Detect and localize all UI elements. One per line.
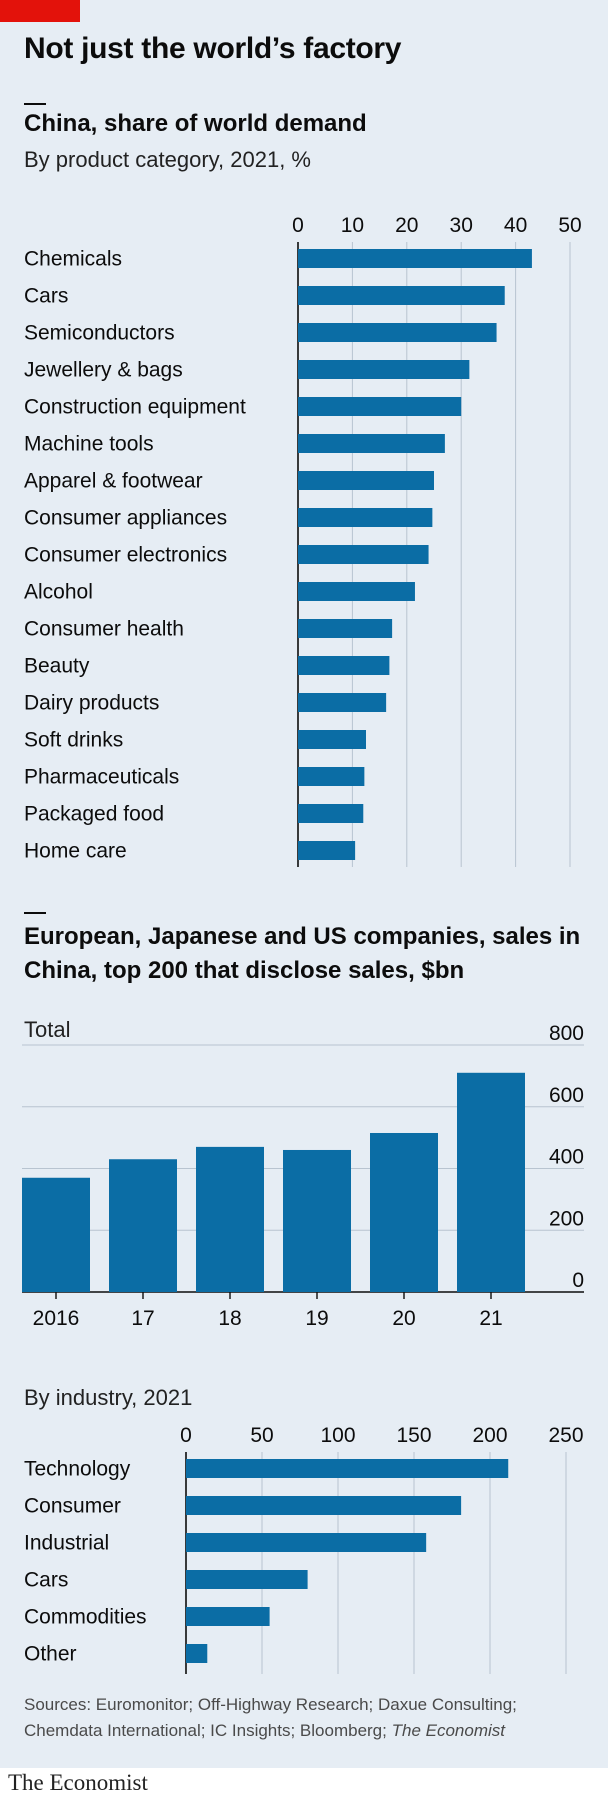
category-label: Beauty [24, 655, 90, 678]
x-tick-label: 100 [320, 1424, 355, 1447]
sources-italic: The Economist [391, 1721, 505, 1740]
economist-logo: The Economist [8, 1770, 148, 1795]
bar [298, 804, 364, 823]
category-label: Semiconductors [24, 322, 175, 345]
category-label: Home care [24, 840, 127, 863]
section-rule-2 [24, 912, 46, 914]
category-label: Consumer appliances [24, 507, 227, 530]
section-rule-1 [24, 103, 46, 105]
bar [370, 1132, 438, 1292]
category-label: Construction equipment [24, 396, 246, 419]
total-sales-chart: 0 200 400 600 800 2016 17 18 19 20 21 [22, 1022, 584, 1330]
sales-by-industry-chart: 0 50 100 150 200 250 Technology Consumer Industr… [24, 1424, 584, 1674]
category-label: Industrial [24, 1532, 109, 1555]
x-tick-label: 0 [292, 214, 304, 237]
x-tick-label: 17 [131, 1307, 154, 1330]
category-label: Packaged food [24, 803, 164, 826]
bar [298, 249, 532, 268]
category-label: Commodities [24, 1606, 147, 1629]
bar [298, 619, 393, 638]
category-label: Other [24, 1643, 77, 1666]
chart1-title: China, share of world demand [24, 110, 367, 137]
y-tick-label: 200 [549, 1207, 584, 1230]
x-tick-label: 18 [218, 1307, 241, 1330]
y-tick-label: 800 [549, 1022, 584, 1045]
bar [298, 693, 387, 712]
category-label: Consumer electronics [24, 544, 227, 567]
bar [298, 656, 390, 675]
category-label: Jewellery & bags [24, 359, 183, 382]
bar [298, 471, 434, 490]
y-tick-label: 600 [549, 1084, 584, 1107]
bar [298, 767, 365, 786]
category-label: Machine tools [24, 433, 154, 456]
bar [186, 1607, 270, 1626]
bar [196, 1146, 264, 1292]
bar [298, 582, 415, 601]
bar [298, 397, 462, 416]
chart3-subtitle: By industry, 2021 [24, 1385, 193, 1410]
y-tick-label: 400 [549, 1146, 584, 1169]
x-tick-label: 30 [450, 214, 473, 237]
bar [298, 323, 497, 342]
x-tick-label: 250 [548, 1424, 583, 1447]
bar [186, 1533, 427, 1552]
category-label: Apparel & footwear [24, 470, 203, 493]
category-label: Pharmaceuticals [24, 766, 179, 789]
x-tick-label: 2016 [33, 1307, 80, 1330]
chart-title: Not just the world’s factory [24, 32, 402, 65]
bar [186, 1644, 208, 1663]
x-tick-label: 50 [250, 1424, 273, 1447]
bar [298, 508, 433, 527]
chart2-subtitle: Total [24, 1017, 71, 1042]
x-tick-label: 19 [305, 1307, 328, 1330]
x-tick-label: 0 [180, 1424, 192, 1447]
sources-note: Sources: Euromonitor; Off-Highway Resear… [24, 1692, 594, 1744]
x-tick-label: 20 [392, 1307, 415, 1330]
y-tick-label: 0 [572, 1269, 584, 1292]
x-tick-label: 21 [479, 1307, 502, 1330]
x-tick-label: 10 [341, 214, 364, 237]
category-label: Cars [24, 285, 68, 308]
bar [109, 1159, 177, 1292]
bar [186, 1496, 462, 1515]
category-label: Soft drinks [24, 729, 123, 752]
bar [298, 434, 445, 453]
bar [298, 730, 366, 749]
sources-text: Sources: Euromonitor; Off-Highway Resear… [24, 1695, 517, 1740]
category-label: Cars [24, 1569, 68, 1592]
category-label: Dairy products [24, 692, 159, 715]
category-label: Chemicals [24, 248, 122, 271]
category-label: Technology [24, 1458, 131, 1481]
bar [298, 286, 505, 305]
bar [298, 545, 429, 564]
chart2-title: European, Japanese and US companies, sal… [24, 923, 581, 984]
red-accent-tag [0, 0, 80, 22]
x-tick-label: 40 [504, 214, 527, 237]
bar [298, 360, 470, 379]
x-tick-label: 150 [396, 1424, 431, 1447]
bar [186, 1459, 509, 1478]
x-tick-label: 200 [472, 1424, 507, 1447]
bar [283, 1149, 351, 1292]
bar [457, 1072, 525, 1292]
x-tick-label: 50 [558, 214, 581, 237]
category-label: Alcohol [24, 581, 93, 604]
category-label: Consumer [24, 1495, 121, 1518]
chart1-subtitle: By product category, 2021, % [24, 147, 311, 172]
bar [22, 1177, 90, 1292]
share-of-world-demand-chart: 0 10 20 30 40 50 Chemicals Cars Semiconductors Je… [24, 214, 582, 867]
bar [298, 841, 356, 860]
category-label: Consumer health [24, 618, 184, 641]
bar [186, 1570, 308, 1589]
x-tick-label: 20 [395, 214, 418, 237]
